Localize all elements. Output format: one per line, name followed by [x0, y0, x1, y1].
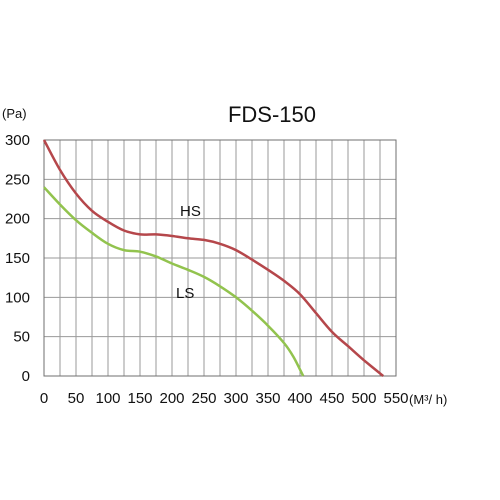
- plot-frame: [43, 139, 397, 377]
- y-tick-label: 0: [22, 368, 30, 385]
- y-tick-label: 300: [5, 132, 30, 149]
- series-lines: [42, 139, 384, 377]
- x-axis-unit: (M³/ h): [409, 392, 447, 407]
- x-tick-label: 200: [159, 390, 184, 407]
- x-tick-label: 0: [40, 390, 48, 407]
- x-tick-label: 300: [223, 390, 248, 407]
- y-tick-label: 250: [5, 171, 30, 188]
- x-tick-label: 550: [383, 390, 408, 407]
- y-tick-label: 200: [5, 211, 30, 228]
- series-label-ls: LS: [176, 285, 194, 302]
- y-tick-label: 100: [5, 289, 30, 306]
- x-tick-label: 350: [255, 390, 280, 407]
- series-line-hs: [42, 139, 384, 377]
- x-tick-label: 250: [191, 390, 216, 407]
- x-tick-label: 150: [127, 390, 152, 407]
- series-label-hs: HS: [180, 203, 201, 220]
- series-line-ls: [43, 186, 305, 377]
- x-tick-label: 500: [351, 390, 376, 407]
- y-tick-label: 150: [5, 250, 30, 267]
- x-tick-label: 450: [319, 390, 344, 407]
- x-tick-label: 100: [95, 390, 120, 407]
- y-axis-unit: (Pa): [2, 106, 27, 121]
- x-tick-label: 400: [287, 390, 312, 407]
- tick-labels: 0 50 100 150 200 250 300 350 400 450 500 550 0 50 100 1…: [5, 132, 409, 407]
- chart-title: FDS-150: [228, 102, 316, 127]
- x-tick-label: 50: [68, 390, 85, 407]
- y-tick-label: 50: [13, 329, 30, 346]
